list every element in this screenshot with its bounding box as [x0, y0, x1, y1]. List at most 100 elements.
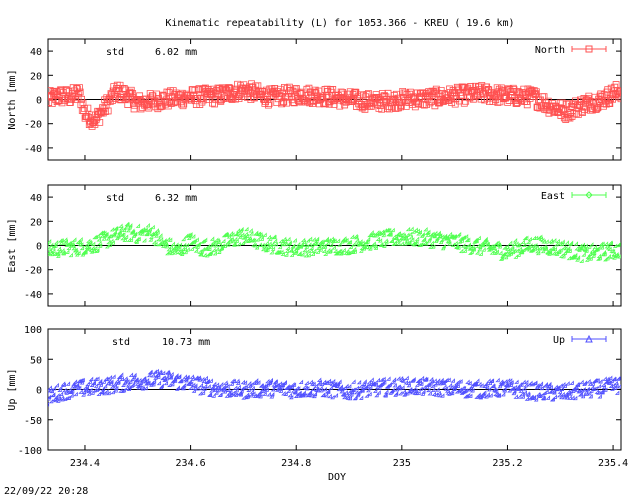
up-data-point: [518, 388, 523, 393]
east-data-point: [309, 245, 314, 250]
up-data-point: [600, 382, 606, 387]
up-data-point: [304, 380, 309, 386]
up-data-point: [59, 395, 64, 400]
east-data-point: [348, 244, 353, 249]
north-data-point: [78, 107, 86, 114]
east-data-point: [95, 247, 100, 253]
up-data-point: [447, 382, 453, 388]
east-data-point: [209, 242, 214, 248]
north-data-point: [348, 98, 356, 106]
east-data-point: [501, 252, 506, 257]
up-data-point: [564, 395, 569, 400]
north-data-point: [73, 85, 81, 93]
north-data-point: [526, 94, 534, 102]
up-data-point: [565, 389, 571, 394]
up-data-point: [545, 395, 551, 400]
east-data-point: [361, 246, 367, 251]
east-data-point: [305, 238, 311, 243]
up-data-point: [400, 378, 406, 383]
east-data-point: [176, 246, 182, 251]
up-data-point: [416, 390, 421, 396]
east-data-point: [48, 242, 54, 248]
east-data-point: [139, 231, 145, 236]
east-data-point: [104, 243, 110, 249]
north-data-point: [390, 91, 398, 99]
up-data-point: [169, 381, 175, 387]
east-data-point: [88, 240, 93, 246]
east-data-point: [169, 248, 175, 253]
east-data-point: [494, 249, 499, 254]
east-data-point: [117, 230, 122, 235]
up-data-point: [88, 387, 93, 393]
east-data-point: [447, 241, 452, 246]
east-data-point: [358, 248, 364, 253]
up-data-point: [76, 385, 82, 390]
up-data-point: [260, 388, 266, 394]
up-data-point: [462, 388, 467, 394]
up-data-point: [321, 392, 326, 397]
up-data-point: [376, 390, 381, 395]
up-data-point: [85, 381, 90, 386]
up-data-point: [568, 391, 573, 396]
up-data-point: [168, 375, 173, 380]
up-data-point: [242, 380, 248, 385]
up-data-point: [399, 377, 404, 382]
up-data-point: [307, 390, 313, 395]
east-data-point: [458, 248, 464, 254]
north-data-point: [218, 96, 225, 103]
up-data-point: [445, 390, 450, 395]
up-data-point: [579, 379, 584, 385]
up-data-point: [174, 373, 179, 378]
up-data-point: [417, 380, 423, 385]
east-data-point: [221, 238, 226, 244]
north-data-point: [354, 93, 362, 101]
east-data-point: [575, 255, 581, 260]
up-data-point: [487, 380, 492, 386]
up-data-point: [339, 388, 344, 394]
north-std-value: 6.02 mm: [155, 47, 197, 58]
east-data-point: [184, 242, 190, 248]
up-data-point: [531, 394, 537, 400]
north-data-point: [617, 95, 621, 103]
up-data-point: [206, 384, 211, 389]
up-data-point: [414, 382, 420, 387]
up-data-point: [154, 368, 159, 374]
up-data-point: [395, 376, 401, 381]
up-data-point: [569, 380, 574, 385]
up-data-point: [560, 391, 565, 397]
east-data-point: [135, 223, 141, 228]
east-data-point: [234, 238, 239, 244]
east-data-point: [477, 244, 483, 250]
up-data-point: [132, 372, 137, 378]
up-data-point: [241, 395, 246, 400]
east-data-point: [559, 241, 565, 247]
up-data-point: [502, 388, 507, 393]
east-data-point: [430, 244, 436, 249]
up-data-point: [432, 378, 437, 383]
north-data-point: [545, 109, 553, 117]
up-data-point: [583, 390, 588, 395]
north-data-point: [170, 99, 178, 107]
up-data-point: [582, 380, 588, 385]
east-data-point: [277, 244, 283, 249]
east-data-point: [471, 247, 476, 252]
up-data-point: [344, 383, 349, 389]
up-data-point: [258, 394, 263, 399]
up-data-point: [88, 376, 94, 382]
east-data-point: [155, 236, 161, 242]
east-data-point: [381, 243, 387, 248]
up-data-point: [114, 378, 120, 383]
east-data-point: [595, 246, 600, 252]
east-data-point: [302, 247, 307, 253]
east-data-point: [509, 246, 515, 251]
east-data-point: [207, 246, 212, 251]
north-data-point: [528, 87, 535, 95]
up-data-point: [390, 387, 395, 393]
east-data-point: [470, 243, 475, 249]
up-data-point: [79, 380, 85, 385]
up-data-point: [411, 377, 416, 382]
east-data-point: [617, 254, 621, 259]
north-data-point: [477, 95, 485, 103]
north-data-point: [523, 98, 530, 105]
up-data-point: [125, 379, 130, 384]
